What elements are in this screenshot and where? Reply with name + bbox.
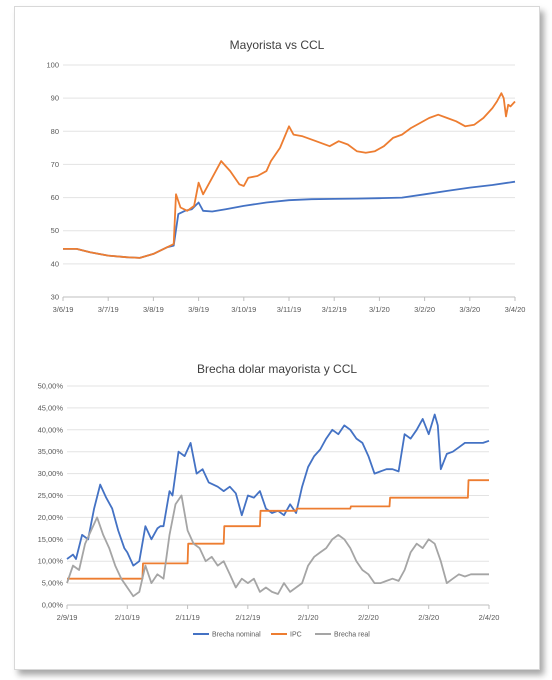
series-line-1 <box>63 180 516 259</box>
x-tick-label: 2/11/19 <box>175 613 199 622</box>
series-line-ipc <box>67 479 489 580</box>
legend-label: Brecha nominal <box>212 632 261 639</box>
x-tick-label: 3/7/19 <box>98 305 119 314</box>
legend-label: Brecha real <box>334 632 370 639</box>
x-tick-label: 2/10/19 <box>115 613 140 622</box>
y-tick-label: 90 <box>51 94 59 103</box>
x-tick-label: 2/4/20 <box>479 613 500 622</box>
series-line-brecha-nominal <box>66 413 490 567</box>
series-line-brecha-real <box>66 494 489 598</box>
y-tick-label: 10,00% <box>38 557 64 566</box>
y-tick-label: 40 <box>51 259 59 268</box>
y-tick-label: 30,00% <box>38 469 64 478</box>
chart-mayorista-vs-ccl: Mayorista vs CCL 100 90 80 70 60 50 40 30 3/6/19… <box>46 38 525 314</box>
y-tick-label: 15,00% <box>38 535 64 544</box>
y-tick-label: 40,00% <box>38 425 64 434</box>
y-tick-label: 35,00% <box>38 447 64 456</box>
x-tick-label: 2/9/19 <box>57 613 78 622</box>
x-tick-label: 2/1/20 <box>298 613 319 622</box>
chart-brecha-dolar: Brecha dolar mayorista y CCL 50,00% 45,00… <box>38 362 500 639</box>
chart1-title: Mayorista vs CCL <box>230 38 325 52</box>
x-tick-label: 2/12/19 <box>235 613 260 622</box>
x-tick-label: 3/11/19 <box>277 305 301 314</box>
x-tick-label: 3/1/20 <box>369 305 390 314</box>
x-tick-label: 3/3/20 <box>459 305 480 314</box>
y-tick-label: 60 <box>51 193 59 202</box>
chart2-title: Brecha dolar mayorista y CCL <box>197 362 357 376</box>
y-tick-label: 50 <box>51 226 59 235</box>
x-tick-label: 3/10/19 <box>231 305 256 314</box>
y-tick-label: 5,00% <box>42 579 64 588</box>
y-tick-label: 0,00% <box>42 601 64 610</box>
x-tick-label: 2/3/20 <box>418 613 439 622</box>
x-tick-label: 3/12/19 <box>322 305 347 314</box>
y-tick-label: 100 <box>46 61 59 70</box>
series-line-2 <box>63 92 516 259</box>
y-tick-label: 70 <box>51 160 59 169</box>
y-tick-label: 80 <box>51 127 59 136</box>
x-tick-label: 3/6/19 <box>53 305 74 314</box>
y-tick-label: 50,00% <box>38 382 64 391</box>
charts-canvas: Mayorista vs CCL 100 90 80 70 60 50 40 30 3/6/19… <box>38 38 526 639</box>
x-tick-label: 3/8/19 <box>143 305 164 314</box>
legend-label: IPC <box>290 632 302 639</box>
chart-panel: Mayorista vs CCL 100 90 80 70 60 50 40 30 3/6/19… <box>14 6 540 670</box>
x-tick-label: 2/2/20 <box>358 613 379 622</box>
y-tick-label: 20,00% <box>38 513 64 522</box>
x-tick-label: 3/2/20 <box>414 305 435 314</box>
x-tick-label: 3/9/19 <box>188 305 209 314</box>
y-tick-label: 30 <box>51 293 59 302</box>
y-tick-label: 25,00% <box>38 491 64 500</box>
x-tick-label: 3/4/20 <box>505 305 526 314</box>
y-tick-label: 45,00% <box>38 403 64 412</box>
